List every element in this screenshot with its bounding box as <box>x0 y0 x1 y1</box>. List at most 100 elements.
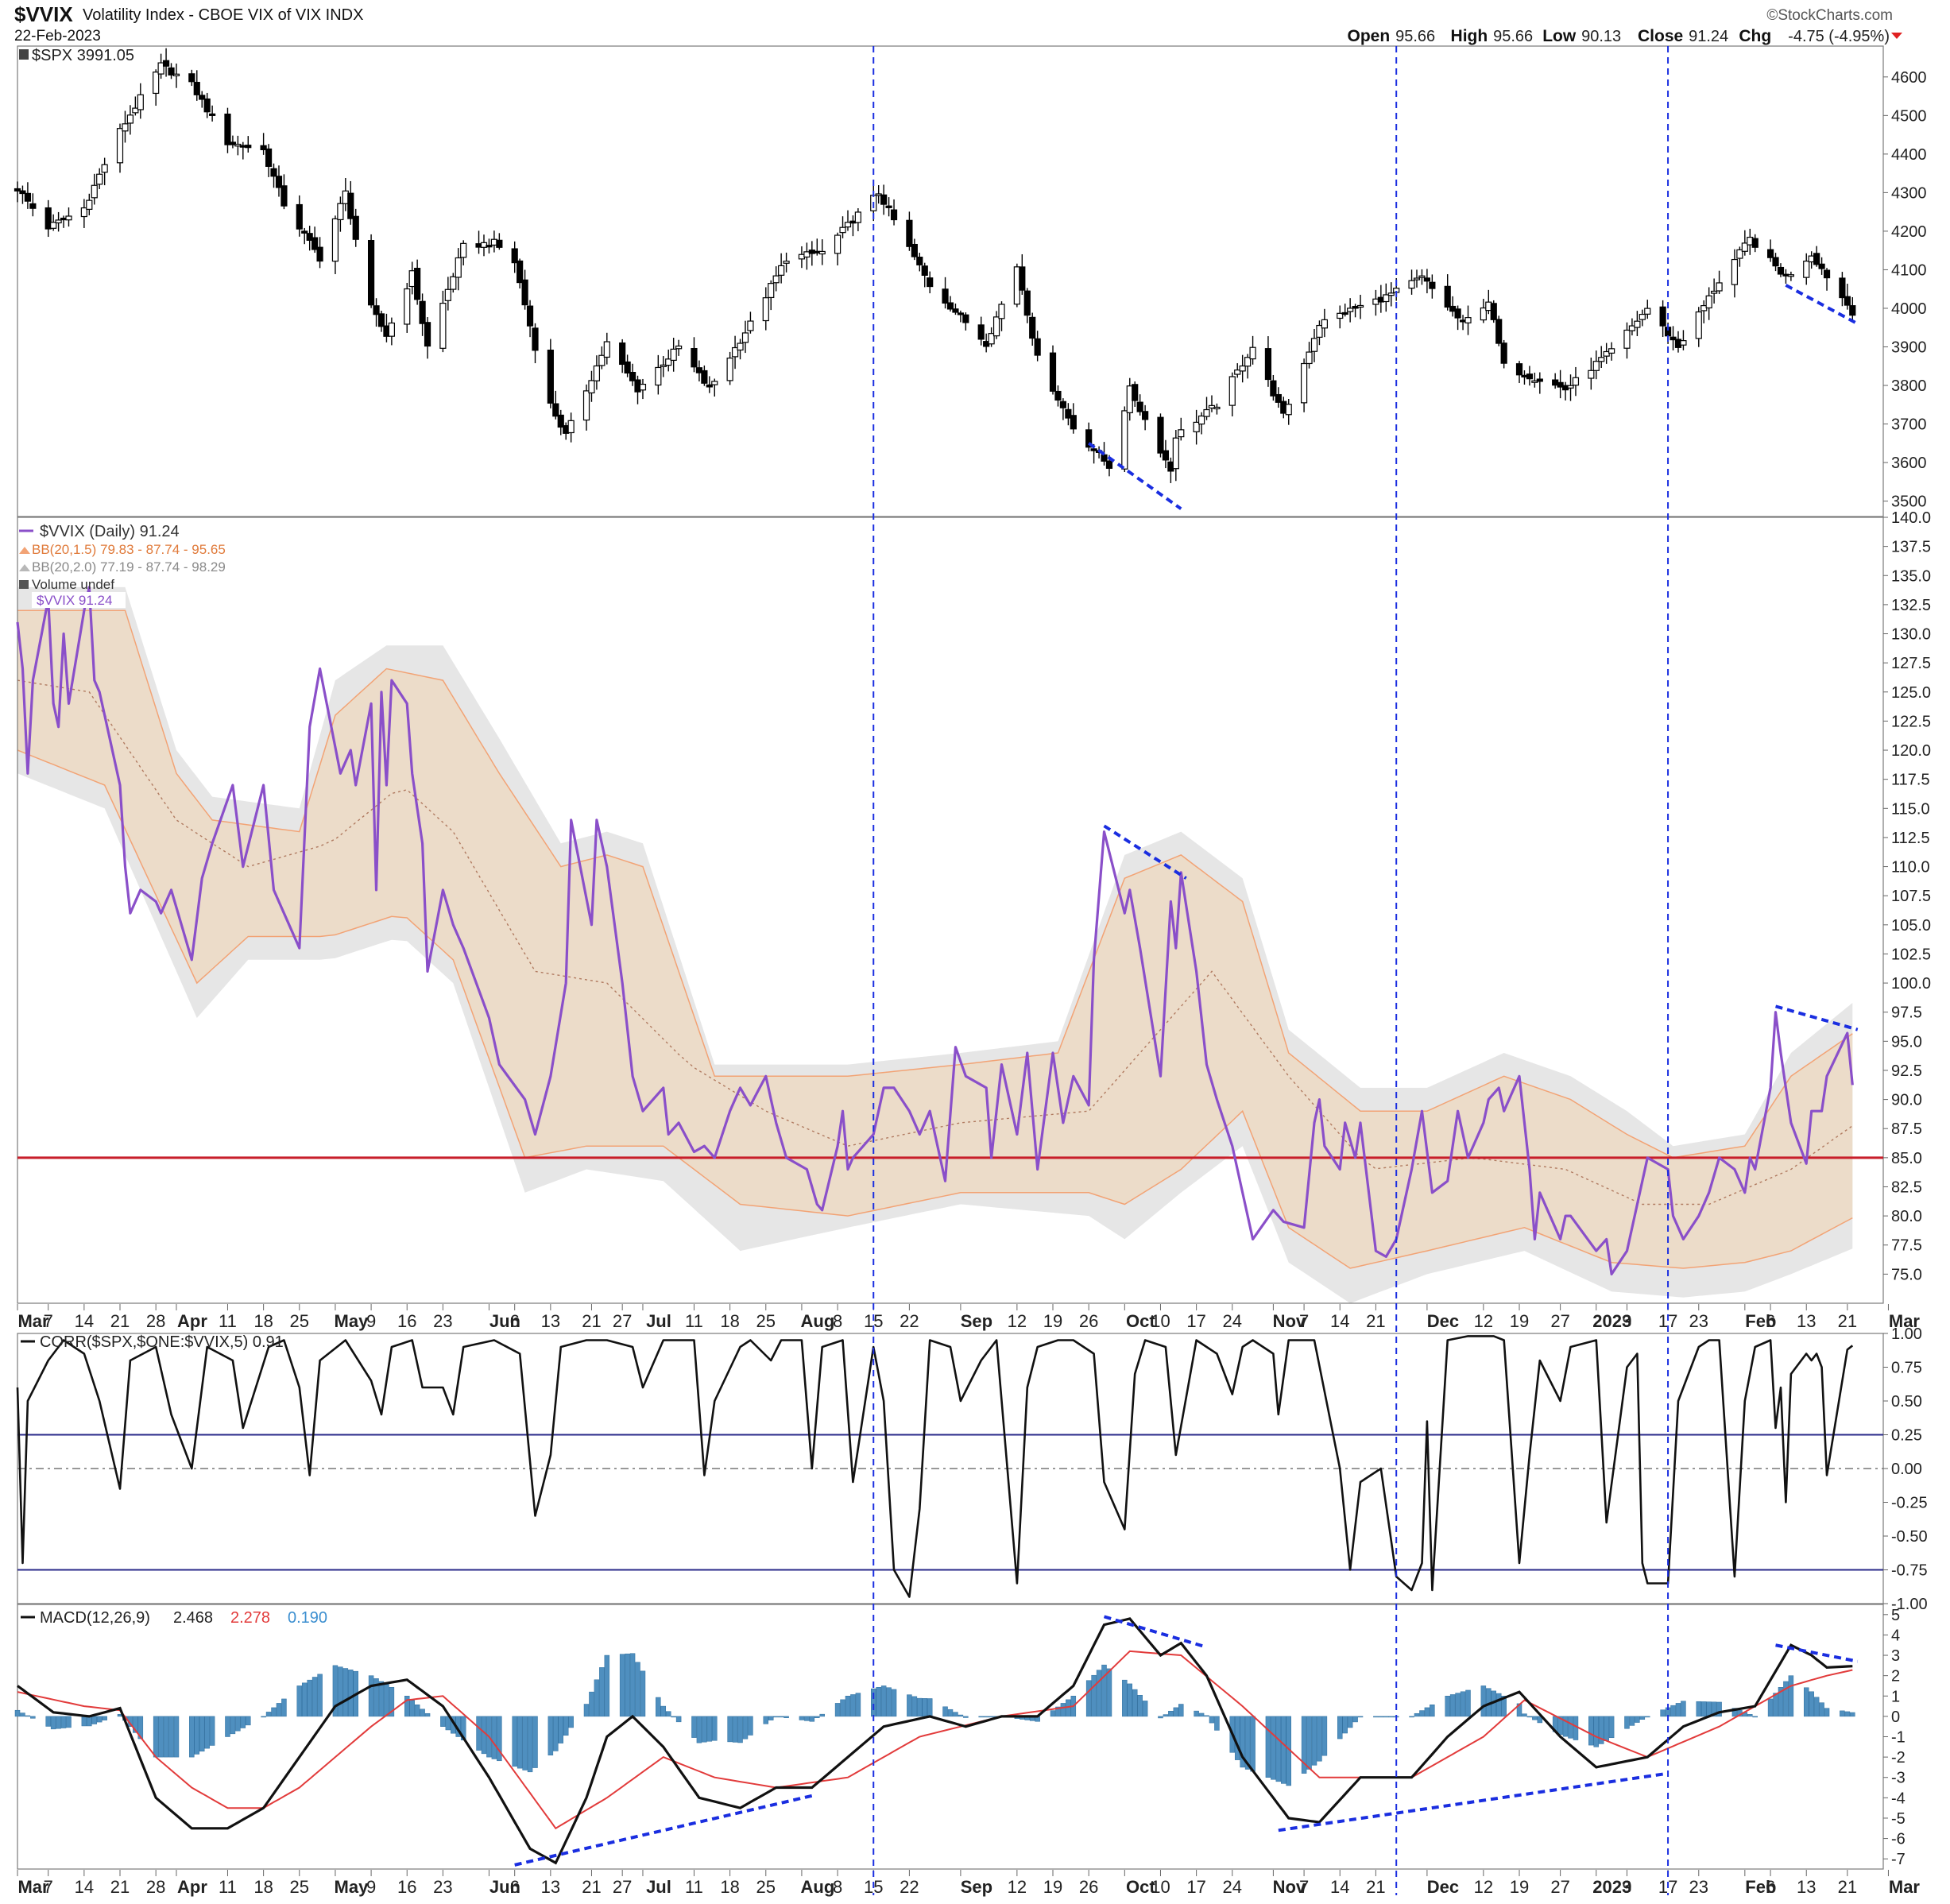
macd-histogram-bar <box>742 1716 749 1740</box>
candle-body <box>19 190 26 195</box>
macd-histogram-bar <box>978 1716 984 1718</box>
date-label: 28 <box>146 1311 165 1331</box>
candle-body <box>1065 408 1072 419</box>
candle-body <box>946 302 954 310</box>
y-tick-label: 0.75 <box>1891 1360 1922 1377</box>
y-tick-label: -3 <box>1891 1770 1906 1787</box>
y-tick-label: -0.75 <box>1891 1562 1928 1580</box>
macd-histogram-bar <box>1127 1683 1133 1717</box>
macd-histogram-bar <box>230 1716 236 1735</box>
date-label: Dec <box>1427 1877 1459 1897</box>
macd-histogram-bar <box>276 1703 282 1717</box>
y-tick-label: 3 <box>1891 1647 1900 1665</box>
y-tick-label: 130.0 <box>1891 626 1931 644</box>
macd-histogram-bar <box>1209 1716 1215 1724</box>
macd-histogram-bar <box>671 1716 676 1718</box>
date-label: 21 <box>582 1877 601 1897</box>
macd-histogram-bar <box>440 1716 446 1727</box>
macd-histogram-bar <box>773 1716 779 1718</box>
macd-histogram-bar <box>1311 1716 1317 1766</box>
candle-body <box>1157 416 1164 454</box>
macd-histogram-bar <box>91 1716 98 1724</box>
candle-body <box>101 164 108 173</box>
y-tick-label: 5 <box>1891 1607 1900 1624</box>
macd-histogram-bar <box>332 1665 339 1717</box>
spx-legend-icon <box>19 49 29 60</box>
macd-histogram-bar <box>497 1716 502 1762</box>
macd-histogram-bar <box>1803 1687 1809 1717</box>
candle-body <box>803 251 811 258</box>
macd-histogram-bar <box>389 1687 395 1717</box>
macd-histogram-bar <box>1635 1716 1640 1723</box>
macd-histogram-bar <box>850 1694 856 1717</box>
candle-body <box>224 113 231 145</box>
macd-histogram-bar <box>301 1682 308 1717</box>
macd-histogram-bar <box>1194 1710 1199 1717</box>
date-label: 2023 <box>1592 1311 1631 1331</box>
y-tick-label: 0.25 <box>1891 1427 1922 1445</box>
candle-body <box>818 250 826 255</box>
macd-histogram-bar <box>1700 1701 1707 1717</box>
date-label: 9 <box>366 1311 376 1331</box>
ohlc-label: Low <box>1542 27 1577 45</box>
date-label: 22 <box>900 1311 919 1331</box>
y-tick-label: 77.5 <box>1891 1237 1922 1255</box>
candle-body <box>1090 448 1097 451</box>
candle-body <box>1839 277 1846 299</box>
date-label: Jun <box>489 1311 520 1331</box>
macd-histogram-bar <box>891 1689 897 1717</box>
macd-histogram-bar <box>1050 1710 1056 1717</box>
date-label: 21 <box>1366 1877 1385 1897</box>
y-tick-label: 0.50 <box>1891 1393 1922 1411</box>
date-label: 27 <box>613 1311 632 1331</box>
chg-down-arrow <box>1891 33 1902 39</box>
date-label: Feb <box>1745 1877 1776 1897</box>
date-label: 13 <box>1797 1311 1816 1331</box>
candle-body <box>1454 308 1461 319</box>
candle-body <box>1680 340 1687 346</box>
candle-body <box>1264 348 1272 381</box>
candle-body <box>1716 282 1723 292</box>
candle-body <box>998 304 1005 319</box>
candle-body <box>377 313 385 327</box>
macd-histogram-bar <box>281 1698 287 1717</box>
candle-body <box>1408 280 1415 289</box>
candle-body <box>834 234 842 254</box>
macd-histogram-bar <box>599 1667 605 1717</box>
date-label: 23 <box>433 1311 452 1331</box>
macd-line <box>17 1617 1853 1865</box>
macd-histogram-bar <box>1373 1716 1379 1718</box>
candle-body <box>1500 342 1507 364</box>
macd-histogram-bar <box>133 1716 138 1733</box>
candle-body <box>1239 365 1246 372</box>
macd-histogram-bar <box>804 1716 810 1721</box>
macd-histogram-bar <box>1532 1716 1538 1720</box>
bollinger-band-1-5sd <box>17 610 1853 1268</box>
y-tick-label: 127.5 <box>1891 655 1931 672</box>
macd-histogram-bar <box>1275 1716 1282 1782</box>
y-tick-label: 3800 <box>1891 377 1927 395</box>
macd-histogram-bar <box>1388 1716 1394 1718</box>
candle-body <box>1142 411 1149 420</box>
candle-body <box>952 308 959 313</box>
candle-body <box>726 358 733 381</box>
ohlc-label: High <box>1451 27 1488 45</box>
macd-histogram-bar <box>1055 1706 1061 1717</box>
date-label: 6 <box>510 1877 520 1897</box>
legend-label: Volume undef <box>32 577 114 592</box>
macd-histogram-bar <box>66 1716 72 1728</box>
date-label: 21 <box>1366 1311 1385 1331</box>
candle-body <box>778 265 785 276</box>
macd-histogram-bar <box>1091 1674 1097 1717</box>
macd-histogram-bar <box>886 1687 892 1717</box>
macd-histogram-bar <box>1357 1716 1364 1718</box>
y-tick-label: 4400 <box>1891 146 1927 164</box>
y-tick-label: 92.5 <box>1891 1062 1922 1080</box>
macd-histogram-bar <box>1106 1668 1112 1717</box>
candle-body <box>1249 346 1256 360</box>
macd-histogram-bar <box>1066 1699 1071 1717</box>
divergence-trendline <box>1278 1771 1669 1832</box>
macd-histogram-bar <box>96 1716 103 1723</box>
candle-body <box>1598 357 1605 362</box>
macd-histogram-bar <box>1809 1691 1814 1717</box>
